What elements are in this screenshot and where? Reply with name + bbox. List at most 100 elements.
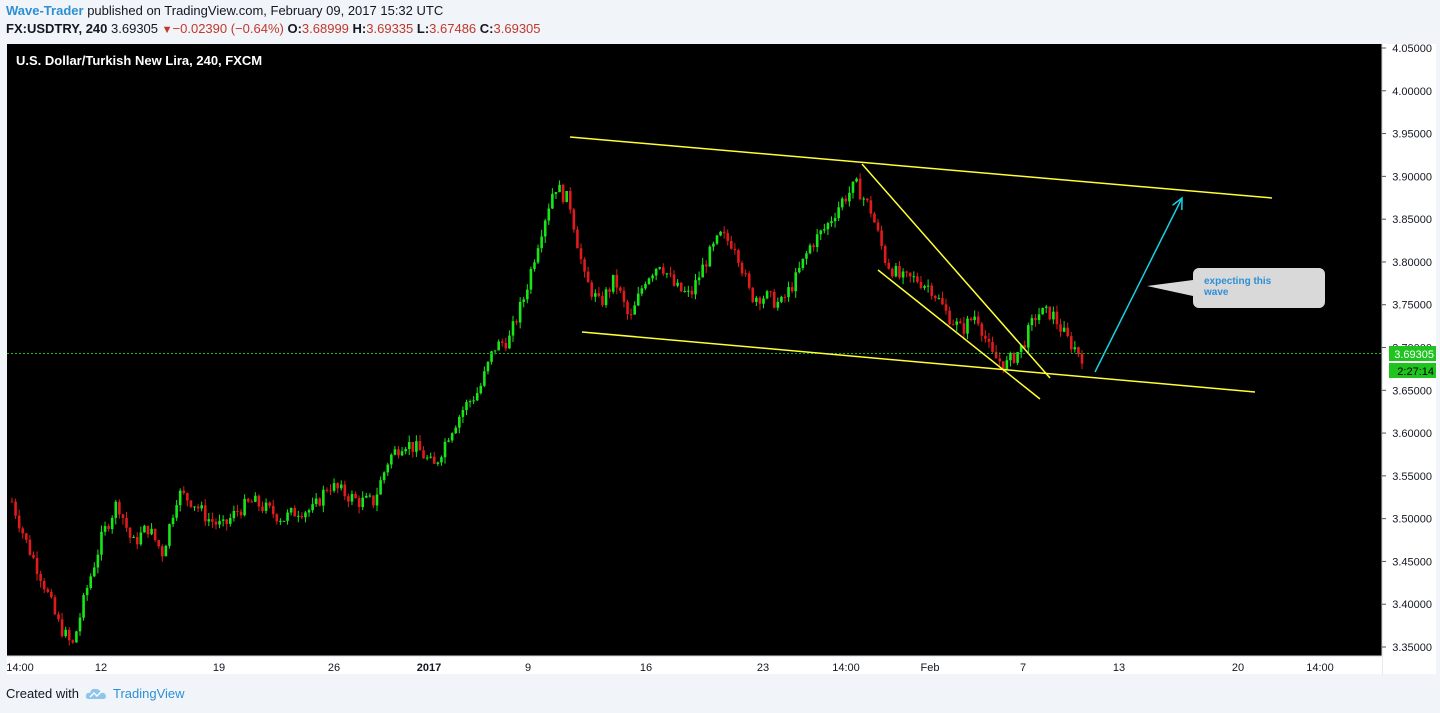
candle xyxy=(429,452,432,459)
candle xyxy=(898,261,901,280)
candle xyxy=(576,226,579,249)
candle xyxy=(880,225,883,250)
candle xyxy=(726,229,730,246)
candle xyxy=(35,551,39,581)
candle xyxy=(722,226,726,239)
upper-channel-line[interactable] xyxy=(569,136,1273,199)
candle xyxy=(200,501,203,512)
candle xyxy=(132,535,135,538)
candle xyxy=(50,588,53,599)
candle xyxy=(601,291,604,308)
callout-text: expecting this xyxy=(1204,276,1272,287)
candle xyxy=(905,270,908,278)
candle xyxy=(901,268,905,285)
x-tick-label-2: 19 xyxy=(213,662,225,674)
drawings[interactable] xyxy=(569,136,1273,400)
candle xyxy=(819,229,823,241)
candle xyxy=(390,453,393,469)
tradingview-link[interactable]: TradingView xyxy=(112,686,185,701)
candle xyxy=(107,523,110,532)
candle xyxy=(236,504,239,517)
candle xyxy=(679,282,683,293)
y-tick-label-9: 3.60000 xyxy=(1392,428,1432,440)
candle xyxy=(254,492,257,503)
candle xyxy=(64,626,67,638)
candle xyxy=(286,509,289,525)
candle xyxy=(332,478,336,493)
candle xyxy=(479,382,483,395)
candle xyxy=(962,316,966,340)
candle xyxy=(361,491,365,511)
candle xyxy=(551,188,554,210)
x-tick-label-3: 26 xyxy=(328,662,340,674)
candle xyxy=(118,499,121,519)
price-chart[interactable]: 4.05000 4.00000 3.95000 3.90000 3.85000 3.800… xyxy=(0,0,1440,686)
candle xyxy=(586,266,590,283)
candle xyxy=(815,228,819,253)
candle xyxy=(28,535,32,556)
candle xyxy=(579,243,583,265)
candle xyxy=(1052,306,1055,325)
x-tick-label-5: 9 xyxy=(525,662,531,674)
candle xyxy=(271,499,275,519)
candle xyxy=(923,284,926,291)
candle xyxy=(196,503,200,513)
candle xyxy=(207,512,211,527)
candle xyxy=(891,267,894,279)
chart-background xyxy=(7,44,1382,674)
candle xyxy=(458,414,461,434)
candle xyxy=(225,518,229,531)
candle xyxy=(171,514,175,527)
candle xyxy=(619,286,622,294)
x-tick-label-13: 14:00 xyxy=(1306,662,1334,674)
y-tick-label-5: 3.80000 xyxy=(1392,257,1432,269)
candle xyxy=(540,229,543,253)
candle xyxy=(787,281,790,302)
candle xyxy=(110,515,114,534)
low-label: L: xyxy=(416,21,430,36)
candle xyxy=(257,494,261,512)
candle xyxy=(60,613,64,638)
candle xyxy=(976,311,980,327)
candle xyxy=(590,280,594,301)
high-value: 3.69335 xyxy=(366,21,414,36)
projection-arrow[interactable] xyxy=(1094,197,1183,373)
candle xyxy=(611,274,615,294)
x-tick-label-12: 20 xyxy=(1232,662,1244,674)
x-tick-label-9: Feb xyxy=(921,662,940,674)
candle xyxy=(71,639,75,644)
candle xyxy=(780,295,783,304)
candle xyxy=(844,195,848,205)
candle xyxy=(293,505,297,517)
wedge-lower-line[interactable] xyxy=(877,269,1041,400)
candle xyxy=(1069,332,1073,353)
candle xyxy=(1037,307,1041,325)
callout[interactable]: expecting this wave xyxy=(1147,268,1325,308)
candle xyxy=(161,544,164,562)
candle xyxy=(704,260,708,274)
candle xyxy=(1048,306,1052,321)
candle xyxy=(894,262,898,278)
countdown-tag: 2:27:14 xyxy=(1389,363,1436,378)
wedge-upper-line[interactable] xyxy=(861,163,1051,379)
y-tick-label-14: 3.35000 xyxy=(1392,642,1432,654)
candle xyxy=(676,279,679,288)
candle xyxy=(883,244,887,266)
candle xyxy=(751,286,755,304)
candle xyxy=(182,486,186,495)
candle xyxy=(114,499,118,525)
candle xyxy=(368,493,372,498)
candle xyxy=(57,611,60,622)
candle xyxy=(1023,340,1027,350)
candle xyxy=(14,498,17,520)
candle xyxy=(869,196,873,218)
author-link[interactable]: Wave-Trader xyxy=(6,3,84,18)
candle xyxy=(772,288,776,309)
candles xyxy=(10,173,1084,646)
last-price: 3.69305 xyxy=(111,21,159,36)
time-axis[interactable] xyxy=(7,656,1382,674)
lower-channel-line[interactable] xyxy=(581,331,1256,393)
candle xyxy=(873,211,876,223)
x-tick-label-11: 13 xyxy=(1113,662,1125,674)
candle xyxy=(830,216,833,227)
